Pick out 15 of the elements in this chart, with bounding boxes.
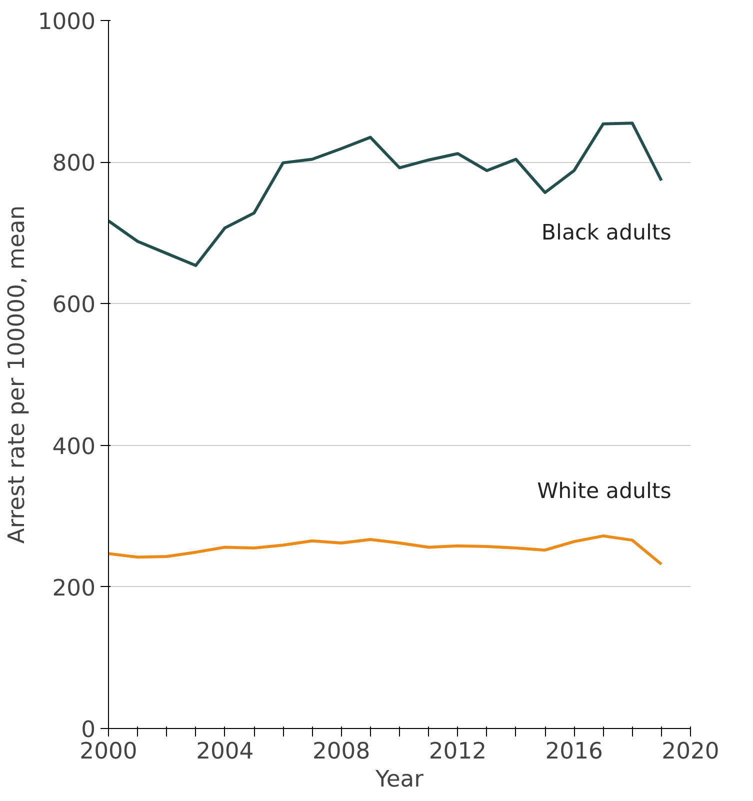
y-tick-label: 200 [52, 575, 96, 602]
series-label: Black adults [541, 220, 672, 246]
x-tick-label: 2004 [196, 738, 254, 764]
text: White adults [537, 479, 672, 504]
x-tick-label: 2008 [312, 738, 370, 764]
x-tick-label: 2016 [545, 738, 603, 764]
y-tick-label: 1000 [38, 9, 96, 35]
y-axis-title: Arrest rate per 100000, mean [4, 205, 30, 544]
y-tick-label: 600 [52, 292, 96, 318]
y-tick-label: 800 [52, 150, 96, 177]
x-tick-label: 2020 [662, 738, 720, 764]
x-tick-label: 2012 [428, 738, 487, 764]
line-series [108, 534, 663, 566]
y-tick-label: 400 [52, 434, 96, 460]
x-axis-title: Year [374, 766, 424, 792]
